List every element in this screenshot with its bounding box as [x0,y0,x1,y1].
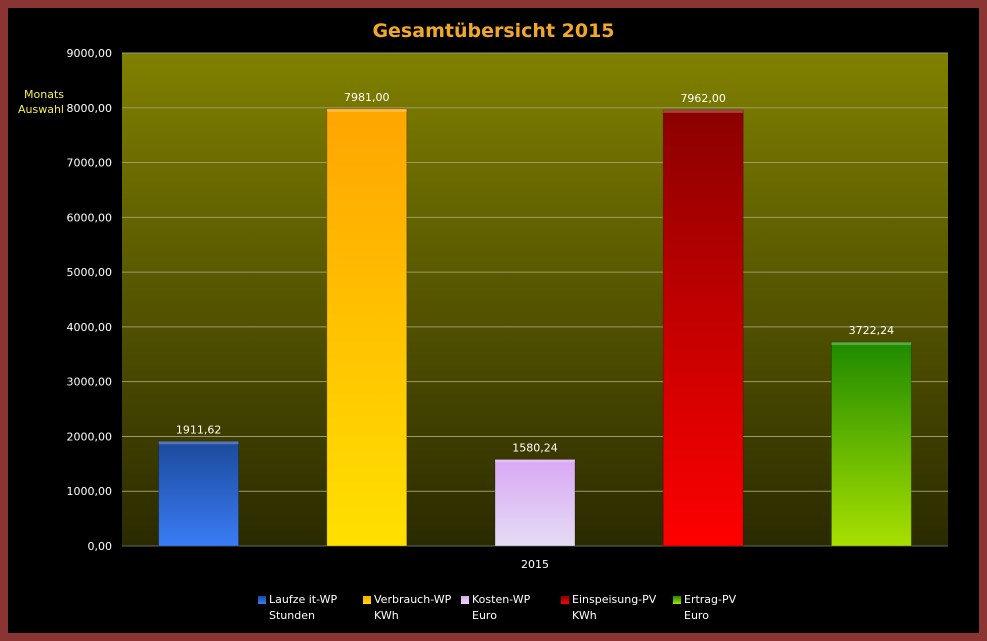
legend-series-unit: Euro [684,609,709,622]
monats-auswahl-button[interactable]: Monats Auswahl [12,87,64,117]
legend-label: Laufze it-WP Stunden [269,592,337,624]
legend-swatch [363,596,371,604]
chart-legend: Laufze it-WP Stunden Verbrauch-WP KWh Kosten… [258,592,753,624]
monats-auswahl-line2: Auswahl [18,103,64,116]
legend-swatch [461,596,469,604]
legend-item: Laufze it-WP Stunden [258,592,363,624]
legend-series-name: Laufze it-WP [269,593,338,606]
legend-series-unit: Stunden [269,609,315,622]
legend-swatch [258,596,266,604]
legend-label: Ertrag-PV Euro [684,592,736,624]
legend-series-name: Ertrag-PV [684,593,737,606]
legend-series-name: Kosten-WP [472,593,531,606]
legend-label: Verbrauch-WP KWh [374,592,451,624]
legend-item: Ertrag-PV Euro [673,592,753,624]
monats-auswahl-line1: Monats [24,88,64,101]
legend-item: Einspeisung-PV KWh [561,592,673,624]
legend-swatch [561,596,569,604]
legend-swatch [673,596,681,604]
legend-item: Kosten-WP Euro [461,592,561,624]
legend-series-name: Einspeisung-PV [572,593,657,606]
legend-label: Kosten-WP Euro [472,592,530,624]
legend-series-name: Verbrauch-WP [374,593,452,606]
legend-series-unit: Euro [472,609,497,622]
chart-title: Gesamtübersicht 2015 [372,20,615,42]
legend-label: Einspeisung-PV KWh [572,592,656,624]
legend-series-unit: KWh [572,609,597,622]
legend-series-unit: KWh [374,609,399,622]
legend-item: Verbrauch-WP KWh [363,592,461,624]
